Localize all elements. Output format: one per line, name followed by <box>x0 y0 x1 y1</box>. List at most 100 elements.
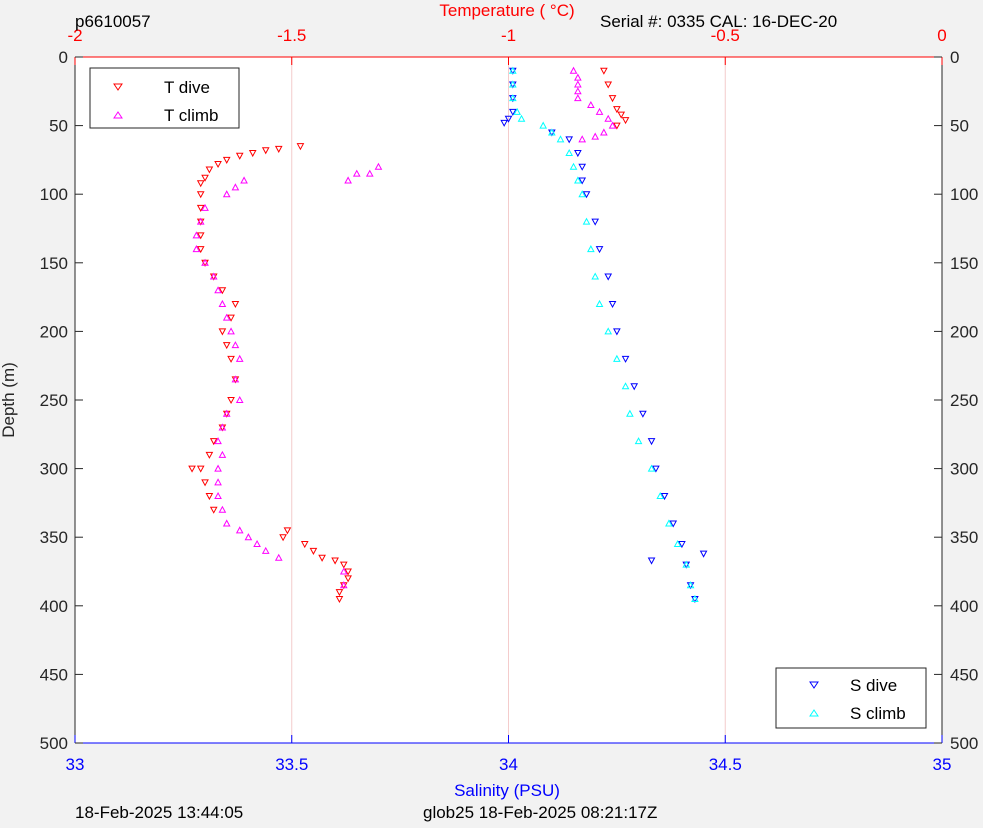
s-climb-point <box>578 190 587 198</box>
t-dive-point <box>344 568 352 576</box>
t-climb-point <box>231 341 240 349</box>
s-dive-point <box>591 218 600 226</box>
t-climb-point <box>244 533 253 541</box>
t-dive-point <box>283 527 292 535</box>
s-climb-point <box>647 464 656 472</box>
depth-tick-label-left: 400 <box>40 597 68 616</box>
t-dive-point <box>209 506 218 514</box>
s-climb-point <box>665 519 673 527</box>
t-climb-point <box>231 375 240 383</box>
t-climb-point <box>365 169 374 177</box>
t-climb-point <box>339 567 348 575</box>
s-climb-point <box>587 245 595 253</box>
s-dive-point <box>639 410 647 418</box>
t-dive-point <box>617 111 626 119</box>
t-climb-point <box>235 395 244 403</box>
footer-glider-center: glob25 18-Feb-2025 08:21:17Z <box>423 803 657 822</box>
legend-t-dive-label: T dive <box>164 78 210 97</box>
salinity-tick-label: 34 <box>499 755 518 774</box>
s-dive-point <box>582 191 591 199</box>
t-climb-point <box>192 245 201 253</box>
depth-tick-label-right: 100 <box>950 185 978 204</box>
s-climb-point <box>634 437 643 445</box>
temperature-tick-label: -1 <box>501 26 516 45</box>
legend-salinity: S dive S climb <box>775 667 927 729</box>
s-climb-point <box>556 135 565 143</box>
t-dive-point <box>222 342 231 350</box>
t-climb-point <box>261 546 270 554</box>
t-climb-point <box>218 450 227 458</box>
depth-tick-label-left: 500 <box>40 734 68 753</box>
t-dive-point <box>608 95 617 103</box>
t-climb-point <box>240 176 248 184</box>
s-climb-point <box>574 176 582 184</box>
s-climb-point <box>508 80 517 88</box>
t-climb-point <box>595 107 604 115</box>
s-dive-point <box>508 108 517 116</box>
depth-tick-label-left: 150 <box>40 254 68 273</box>
t-dive-point <box>205 451 214 459</box>
t-climb-point <box>222 313 231 321</box>
t-climb-point <box>574 80 582 88</box>
depth-tick-label-left: 250 <box>40 391 68 410</box>
t-dive-point <box>196 180 205 188</box>
t-dive-point <box>248 150 257 158</box>
temperature-tick-label: -1.5 <box>277 26 306 45</box>
t-climb-point <box>218 505 227 513</box>
t-climb-point <box>274 553 283 561</box>
s-climb-point <box>565 148 574 157</box>
t-dive-point <box>227 355 235 363</box>
depth-tick-label-left: 50 <box>49 117 68 136</box>
t-dive-point <box>201 174 209 182</box>
s-climb-point <box>595 299 604 307</box>
t-dive-point <box>196 204 205 212</box>
t-dive-point <box>335 589 344 597</box>
s-dive-point <box>699 550 708 558</box>
legend-s-dive-label: S dive <box>850 676 897 695</box>
t-climb-point <box>227 327 235 335</box>
s-climb-point <box>673 540 682 548</box>
s-climb-point <box>686 581 695 589</box>
t-dive-point <box>335 595 344 603</box>
t-dive-point <box>188 465 196 473</box>
s-dive-point <box>574 150 582 158</box>
s-dive-point <box>500 119 509 127</box>
s-climb-point <box>656 491 665 500</box>
s-climb-point <box>508 94 517 102</box>
t-climb-point <box>344 176 352 184</box>
s-dive-point <box>504 115 513 123</box>
t-climb-point <box>569 66 578 74</box>
salinity-tick-label: 33.5 <box>275 755 308 774</box>
data-marks <box>188 66 708 603</box>
depth-tick-label-left: 350 <box>40 528 68 547</box>
t-dive-point <box>300 541 309 549</box>
t-climb-point <box>587 100 595 109</box>
t-climb-point <box>192 231 201 239</box>
depth-tick-label-right: 50 <box>950 117 969 136</box>
t-dive-point <box>205 166 214 174</box>
s-dive-point <box>595 246 604 254</box>
t-climb-point <box>214 478 222 486</box>
t-climb-point <box>222 409 231 417</box>
plot-id-label: p6610057 <box>75 12 151 31</box>
s-climb-point <box>548 128 556 136</box>
t-climb-point <box>209 272 218 280</box>
t-dive-point <box>227 314 235 322</box>
s-dive-point <box>652 465 660 473</box>
depth-axis-title: Depth (m) <box>0 362 18 438</box>
t-dive-point <box>279 534 287 542</box>
t-dive-point <box>296 143 305 151</box>
depth-tick-label-right: 200 <box>950 322 978 341</box>
s-dive-point <box>647 438 656 446</box>
s-dive-point <box>578 177 587 185</box>
s-dive-point <box>565 136 574 144</box>
s-dive-point <box>660 493 669 501</box>
t-dive-point <box>621 117 630 125</box>
grid-lines <box>291 57 726 743</box>
depth-tick-label-right: 150 <box>950 254 978 273</box>
temperature-tick-label: 0 <box>937 26 946 45</box>
t-climb-point <box>574 73 582 81</box>
legend-t-climb-label: T climb <box>164 106 218 125</box>
s-climb-point <box>621 382 630 390</box>
